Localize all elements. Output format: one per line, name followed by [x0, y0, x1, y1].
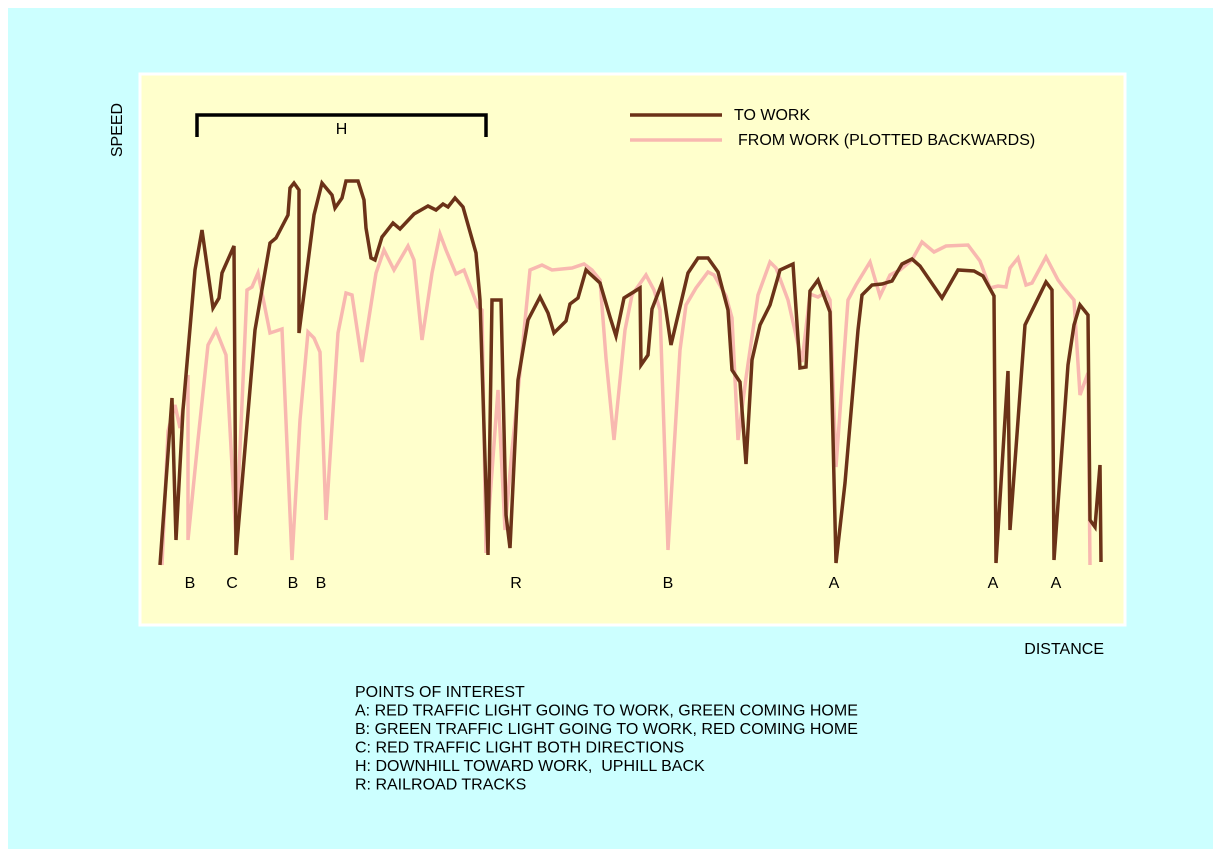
legend-label: FROM WORK (PLOTTED BACKWARDS)	[738, 132, 1035, 149]
note-line: H: DOWNHILL TOWARD WORK, UPHILL BACK	[355, 758, 705, 775]
note-line: B: GREEN TRAFFIC LIGHT GOING TO WORK, RE…	[355, 721, 858, 738]
point-annotation: A	[988, 575, 999, 592]
point-annotation: A	[1051, 575, 1062, 592]
range-label: H	[336, 121, 348, 138]
note-line: C: RED TRAFFIC LIGHT BOTH DIRECTIONS	[355, 740, 684, 757]
note-line: POINTS OF INTEREST	[355, 684, 525, 701]
y-axis-label: SPEED	[109, 103, 126, 157]
x-axis-label: DISTANCE	[1024, 641, 1104, 658]
plot-area	[138, 72, 1127, 627]
note-line: R: RAILROAD TRACKS	[355, 777, 526, 794]
point-annotation: B	[316, 575, 327, 592]
point-annotation: A	[829, 575, 840, 592]
series-line	[160, 227, 1092, 566]
range-bracket	[195, 113, 488, 137]
series-line	[158, 179, 1103, 566]
point-annotation: R	[510, 575, 522, 592]
point-annotation: B	[288, 575, 299, 592]
point-annotation: B	[663, 575, 674, 592]
point-annotation: B	[185, 575, 196, 592]
note-line: A: RED TRAFFIC LIGHT GOING TO WORK, GREE…	[355, 703, 858, 720]
legend-label: TO WORK	[734, 107, 810, 124]
point-annotation: C	[226, 575, 238, 592]
